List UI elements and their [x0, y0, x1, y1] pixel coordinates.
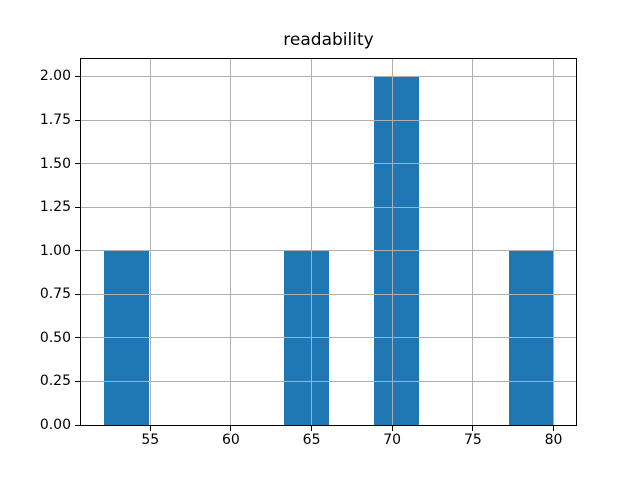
y-tick-label: 2.00 [39, 68, 71, 85]
y-tick-mark [75, 75, 80, 77]
y-tick-label: 0.50 [39, 329, 71, 346]
y-gridline [81, 337, 576, 339]
y-tick-mark [75, 293, 80, 295]
x-tick-mark [553, 426, 554, 431]
y-tick-mark [75, 206, 80, 208]
x-gridline [553, 59, 554, 425]
x-tick-mark [472, 426, 474, 431]
y-tick-label: 1.00 [39, 242, 71, 259]
y-gridline [81, 119, 576, 121]
y-tick-label: 1.25 [39, 199, 71, 216]
x-gridline [391, 59, 393, 425]
x-tick-mark [230, 426, 232, 431]
x-tick-mark [391, 426, 393, 431]
y-tick-label: 1.75 [39, 112, 71, 128]
y-gridline [81, 293, 576, 295]
y-gridline [81, 250, 576, 252]
y-tick-mark [75, 424, 80, 426]
chart-title: readability [283, 30, 374, 50]
y-tick-label: 0.25 [39, 373, 71, 390]
y-tick-mark [75, 163, 80, 165]
x-gridline [149, 59, 151, 425]
x-tick-label: 60 [221, 432, 240, 448]
grid-layer [81, 59, 576, 425]
x-tick-label: 55 [141, 432, 160, 448]
y-gridline [81, 206, 576, 208]
y-tick-mark [75, 119, 80, 121]
x-gridline [311, 59, 313, 425]
x-tick-label: 70 [383, 432, 402, 448]
x-tick-label: 80 [544, 432, 563, 448]
x-tick-label: 75 [463, 432, 482, 448]
y-tick-mark [75, 380, 80, 382]
y-tick-mark [75, 337, 80, 339]
x-tick-label: 65 [302, 432, 321, 448]
y-gridline [81, 380, 576, 382]
y-tick-label: 1.50 [39, 155, 71, 172]
y-gridline [81, 163, 576, 165]
y-tick-label: 0.75 [39, 286, 71, 303]
y-tick-label: 0.00 [39, 417, 71, 433]
y-gridline [81, 75, 576, 77]
x-tick-mark [311, 426, 313, 431]
y-tick-mark [75, 250, 80, 252]
x-gridline [230, 59, 232, 425]
x-gridline [472, 59, 474, 425]
plot-area [80, 58, 577, 426]
x-tick-mark [149, 426, 151, 431]
